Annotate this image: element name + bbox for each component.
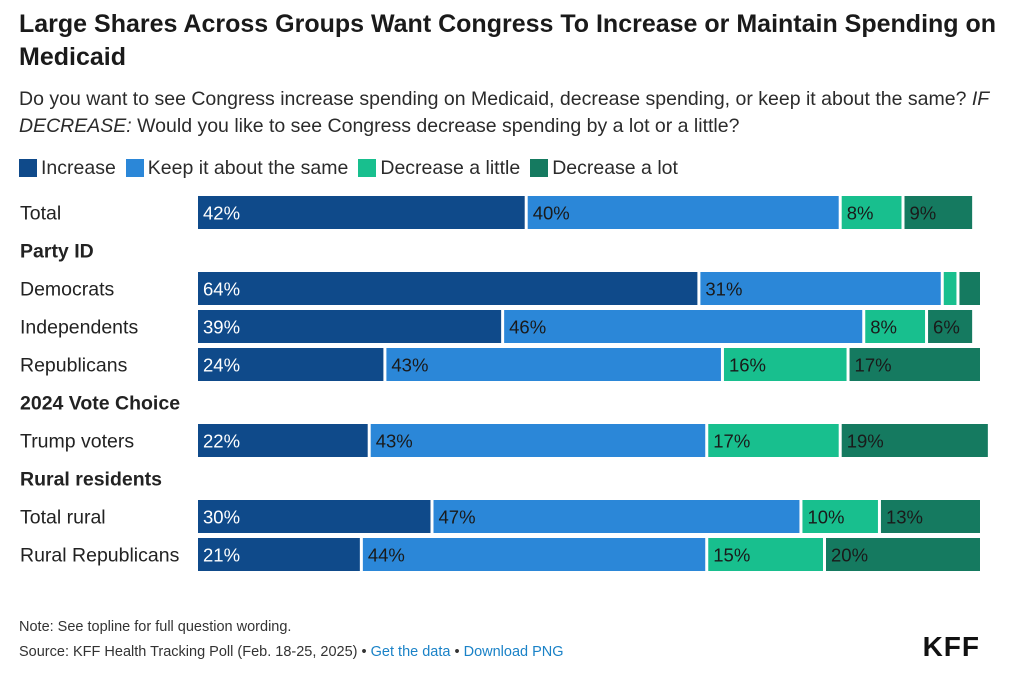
row-label-independents: Independents xyxy=(20,317,138,339)
bar-trump-voters-keep-same xyxy=(370,424,706,457)
legend-label-increase: Increase xyxy=(41,156,116,179)
data-label-total-rural-decrease-lot: 13% xyxy=(886,507,923,528)
legend-swatch-decrease-little xyxy=(358,159,377,177)
data-label-democrats-keep-same: 31% xyxy=(705,279,742,300)
bar-independents-keep-same xyxy=(504,310,863,343)
bar-rural-republicans-keep-same xyxy=(362,538,706,571)
data-label-rural-republicans-keep-same: 44% xyxy=(368,545,405,566)
followup-prefix: IF DECREASE: xyxy=(19,88,989,137)
bar-independents-decrease-little xyxy=(865,310,926,343)
legend-label-decrease-little: Decrease a little xyxy=(380,156,521,179)
bar-republicans-decrease-lot xyxy=(849,348,980,381)
data-label-trump-voters-decrease-lot: 19% xyxy=(847,431,884,452)
row-label-total: Total xyxy=(20,203,61,225)
bar-independents-decrease-lot xyxy=(928,310,973,343)
legend-swatch-increase xyxy=(19,159,37,177)
legend-item-increase: Increase xyxy=(19,157,116,180)
legend: Increase Keep it about the same Decrease… xyxy=(19,155,688,181)
chart-subtitle: Do you want to see Congress increase spe… xyxy=(19,86,999,140)
legend-item-decrease-little: Decrease a little xyxy=(358,157,520,180)
row-label-trump-voters: Trump voters xyxy=(20,431,134,453)
chart-title: Large Shares Across Groups Want Congress… xyxy=(19,10,997,71)
data-label-rural-republicans-increase: 21% xyxy=(203,545,240,566)
bar-total-keep-same xyxy=(527,196,839,229)
bar-democrats-keep-same xyxy=(700,272,941,305)
group-header-party-id: Party ID xyxy=(20,241,94,263)
stacked-bar-chart: Total 42% 40% 8% 9% Party ID Democrats 64% 31% In… xyxy=(20,196,988,571)
kff-logo: KFF xyxy=(922,631,980,662)
followup-text: Would you like to see Congress decrease … xyxy=(137,115,740,137)
legend-swatch-keep-same xyxy=(125,159,144,177)
data-label-rural-republicans-decrease-lot: 20% xyxy=(831,545,868,566)
data-label-independents-decrease-lot: 6% xyxy=(933,317,960,338)
data-label-total-decrease-lot: 9% xyxy=(910,203,937,224)
group-header-rural-residents: Rural residents xyxy=(20,469,162,491)
data-label-republicans-keep-same: 43% xyxy=(391,355,428,376)
bar-republicans-keep-same xyxy=(386,348,721,381)
data-label-independents-increase: 39% xyxy=(203,317,240,338)
bar-total-decrease-little xyxy=(841,196,902,229)
data-label-republicans-decrease-lot: 17% xyxy=(855,355,892,376)
separator-1: • xyxy=(361,644,367,660)
data-label-independents-decrease-little: 8% xyxy=(870,317,897,338)
data-label-trump-voters-keep-same: 43% xyxy=(376,431,413,452)
separator-2: • xyxy=(454,644,460,660)
bar-total-rural-decrease-lot xyxy=(880,500,980,533)
row-label-republicans: Republicans xyxy=(20,355,128,377)
download-png-link[interactable]: Download PNG xyxy=(463,644,564,660)
bar-democrats-decrease-little xyxy=(943,272,957,305)
bar-trump-voters-decrease-little xyxy=(708,424,839,457)
source-line: Source: KFF Health Tracking Poll (Feb. 1… xyxy=(19,644,564,660)
data-label-republicans-decrease-little: 16% xyxy=(729,355,766,376)
data-label-total-increase: 42% xyxy=(203,203,240,224)
bar-republicans-increase xyxy=(198,348,384,381)
data-label-democrats-increase: 64% xyxy=(203,279,240,300)
question-text: Do you want to see Congress increase spe… xyxy=(19,88,967,110)
legend-label-decrease-lot: Decrease a lot xyxy=(552,156,678,179)
data-label-trump-voters-increase: 22% xyxy=(203,431,240,452)
legend-swatch-decrease-lot xyxy=(530,159,549,177)
data-label-trump-voters-decrease-little: 17% xyxy=(713,431,750,452)
bar-total-decrease-lot xyxy=(904,196,973,229)
data-label-republicans-increase: 24% xyxy=(203,355,240,376)
source-text: Source: KFF Health Tracking Poll (Feb. 1… xyxy=(19,644,358,660)
bar-trump-voters-increase xyxy=(198,424,368,457)
row-label-democrats: Democrats xyxy=(20,279,115,301)
bar-rural-republicans-decrease-little xyxy=(708,538,823,571)
data-label-total-decrease-little: 8% xyxy=(847,203,874,224)
data-label-total-rural-increase: 30% xyxy=(203,507,240,528)
data-label-rural-republicans-decrease-little: 15% xyxy=(713,545,750,566)
group-header-2024-vote-choice: 2024 Vote Choice xyxy=(20,393,180,415)
bar-trump-voters-decrease-lot xyxy=(841,424,988,457)
bar-republicans-decrease-little xyxy=(723,348,847,381)
data-label-independents-keep-same: 46% xyxy=(509,317,546,338)
legend-item-decrease-lot: Decrease a lot xyxy=(530,157,678,180)
bar-independents-increase xyxy=(198,310,502,343)
bar-rural-republicans-decrease-lot xyxy=(826,538,980,571)
bar-total-increase xyxy=(198,196,525,229)
data-label-total-rural-keep-same: 47% xyxy=(439,507,476,528)
data-label-total-keep-same: 40% xyxy=(533,203,570,224)
bar-total-rural-increase xyxy=(198,500,431,533)
bar-democrats-decrease-lot xyxy=(959,272,980,305)
row-label-rural-republicans: Rural Republicans xyxy=(20,545,180,567)
bar-total-rural-keep-same xyxy=(433,500,800,533)
legend-label-keep-same: Keep it about the same xyxy=(147,156,349,179)
footnote: Note: See topline for full question word… xyxy=(19,619,292,635)
data-label-total-rural-decrease-little: 10% xyxy=(807,507,844,528)
bar-rural-republicans-increase xyxy=(198,538,360,571)
row-label-total-rural: Total rural xyxy=(20,507,106,529)
legend-item-keep-same: Keep it about the same xyxy=(125,156,349,180)
bar-total-rural-decrease-little xyxy=(802,500,878,533)
bar-democrats-increase xyxy=(198,272,698,305)
get-data-link[interactable]: Get the data xyxy=(370,644,451,660)
